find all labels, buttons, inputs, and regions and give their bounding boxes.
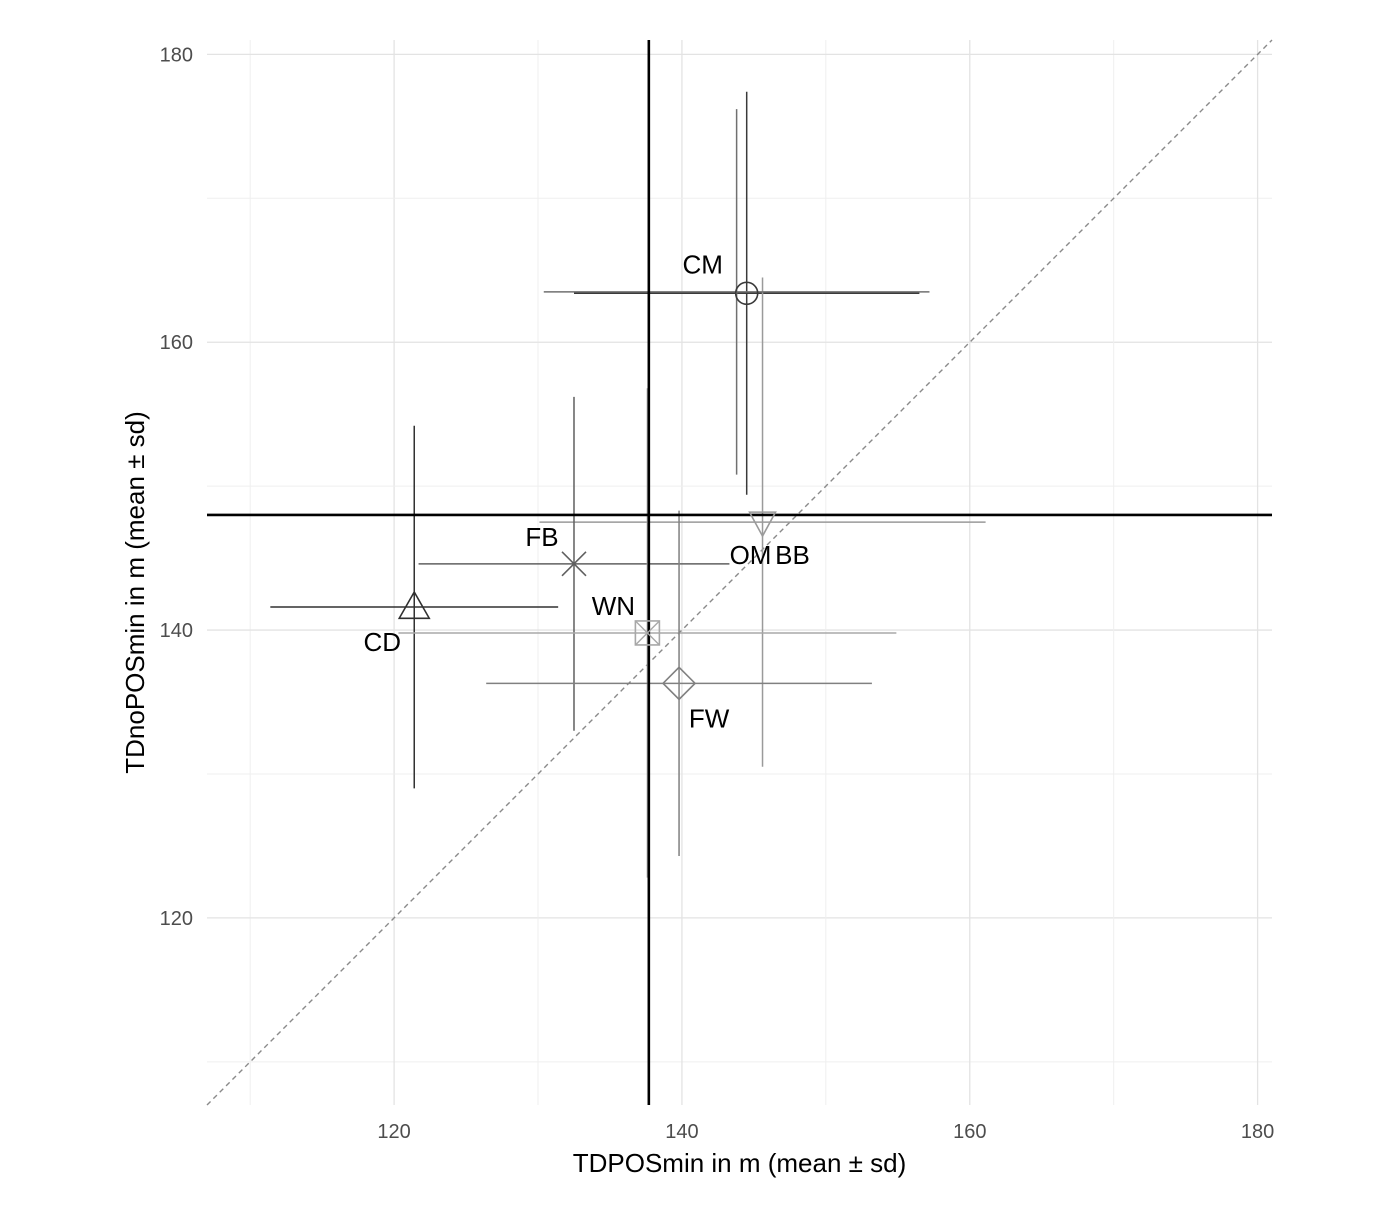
x-tick-label-120: 120: [377, 1121, 410, 1143]
point-label-fb: FB: [525, 522, 558, 552]
marker-bb: [748, 511, 777, 538]
point-label-cm: CM: [682, 249, 722, 279]
marker-fb-stroke-b: [561, 551, 587, 577]
reference-lines: [207, 40, 1272, 1105]
y-axis-title: TDnoPOSmin in m (mean ± sd): [120, 411, 150, 773]
y-tick-label-160: 160: [160, 332, 193, 354]
x-tick-label-140: 140: [665, 1121, 698, 1143]
x-tick-label-160: 160: [953, 1121, 986, 1143]
identity-line: [206, 39, 1273, 1106]
data-points: [397, 281, 777, 701]
marker-wn: [634, 620, 661, 646]
y-tick-label-120: 120: [160, 908, 193, 930]
marker-wn-stroke-b: [634, 620, 660, 646]
error-bars: [270, 91, 986, 878]
y-tick-label-140: 140: [160, 620, 193, 642]
marker-fw: [661, 666, 697, 701]
marker-cm: [734, 281, 759, 306]
identity-dashed-line: [206, 39, 1273, 1106]
point-label-fw: FW: [689, 703, 730, 733]
y-tick-label-180: 180: [160, 44, 193, 66]
y-axis-ticks: 120 140 160 180: [160, 44, 193, 930]
x-tick-label-180: 180: [1241, 1121, 1274, 1143]
point-label-bb: BB: [775, 540, 810, 570]
x-axis-title: TDPOSmin in m (mean ± sd): [573, 1148, 907, 1178]
marker-fb: [561, 551, 587, 577]
point-label-om: OM: [730, 540, 772, 570]
x-axis-ticks: 120 140 160 180: [377, 1121, 1274, 1143]
marker-cd: [397, 590, 431, 620]
point-label-wn: WN: [592, 591, 635, 621]
grid: [207, 40, 1272, 1105]
marker-wn-box: [634, 620, 661, 646]
point-label-cd: CD: [363, 627, 401, 657]
